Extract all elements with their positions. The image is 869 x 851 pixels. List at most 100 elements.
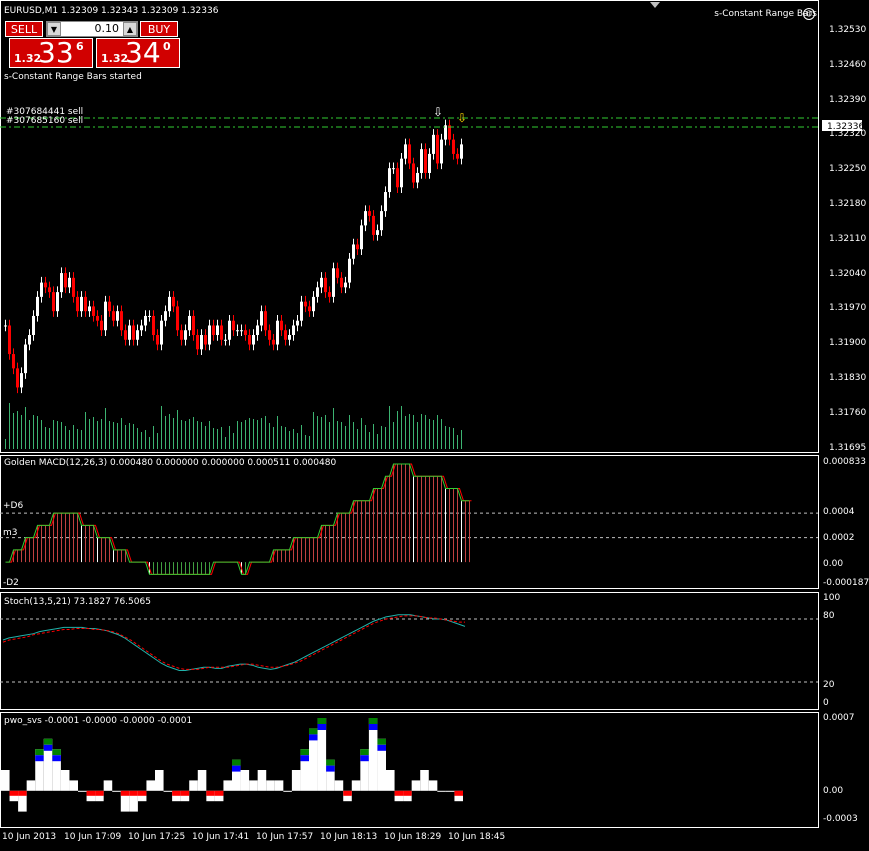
pwo-bar-neg [343, 790, 352, 796]
candle-body [244, 330, 247, 336]
candle-body [36, 296, 39, 316]
macd-title: Golden MACD(12,26,3) 0.000480 0.000000 0… [4, 458, 337, 468]
time-label: 10 Jun 17:41 [192, 832, 250, 842]
candle-body [12, 354, 15, 369]
lot-increase-icon[interactable]: ▲ [123, 22, 137, 36]
candle-body [44, 282, 47, 288]
pwo-bar [95, 790, 104, 802]
buy-button[interactable]: BUY [140, 21, 178, 37]
candle-body [236, 330, 239, 332]
pwo-bar-neg [137, 790, 147, 796]
volume-bars [5, 403, 462, 449]
price-axis-tick: 1.32250 [829, 164, 867, 175]
pwo-bar-neg [18, 790, 27, 796]
order-label-1[interactable]: #307684441 sell [6, 107, 84, 117]
pwo-bar-mid [360, 755, 369, 762]
candle-body [148, 315, 151, 317]
candle-body [364, 211, 367, 226]
candle-body [288, 335, 291, 340]
pwo-bar [274, 780, 284, 791]
candle-body [64, 273, 67, 288]
pwo-bar [317, 718, 327, 791]
price-axis-tick: 1.32320 [829, 129, 867, 140]
pwo-bar-top [309, 728, 318, 735]
pwo-bar [129, 790, 138, 812]
chart-shift-icon[interactable] [650, 2, 660, 8]
candle-body [400, 158, 403, 188]
stoch-title: Stoch(13,5,21) 73.1827 76.5065 [4, 597, 151, 607]
pwo-bar [163, 790, 173, 792]
candle-body [304, 301, 307, 307]
candle-body [116, 311, 119, 321]
candle-body [4, 325, 7, 327]
symbol-info: EURUSD,M1 1.32309 1.32343 1.32309 1.3233… [4, 6, 219, 16]
pwo-bar [112, 790, 121, 792]
pwo-bar [403, 790, 412, 802]
pwo-bar [334, 780, 344, 791]
price-axis-tick: 1.32390 [829, 94, 867, 105]
pwo-bar [283, 790, 292, 792]
time-label: 10 Jun 17:57 [256, 832, 314, 842]
candle-body [240, 330, 243, 332]
time-label: 10 Jun 17:25 [128, 832, 186, 842]
sell-signal-icon: ⇩ [457, 111, 467, 125]
candle-body [88, 306, 91, 312]
price-axis-tick: 1.31970 [829, 303, 867, 314]
time-label: 10 Jun 18:13 [320, 832, 378, 842]
candle-body [352, 244, 355, 259]
candle-body [404, 144, 407, 159]
pwo-bar [223, 780, 232, 791]
bid-prefix: 1.32 [14, 52, 42, 65]
candle-body [196, 335, 199, 350]
candle-body [436, 134, 439, 164]
pwo-bar-mid [52, 755, 61, 762]
candle-body [292, 325, 295, 336]
candle-body [268, 330, 271, 340]
candle-body [324, 277, 327, 293]
candle-body [372, 215, 375, 235]
pwo-bar-neg [95, 790, 104, 796]
candle-body [96, 315, 99, 321]
pwo-bar [180, 790, 190, 802]
pwo-bar [240, 770, 250, 791]
pwo-bar-neg [394, 790, 404, 796]
candle-body [20, 373, 23, 388]
candle-body [300, 301, 303, 321]
candle-body [112, 311, 115, 321]
candle-body [308, 306, 311, 312]
candle-body [420, 149, 423, 173]
candle-body [220, 325, 223, 340]
sell-button[interactable]: SELL [5, 21, 43, 37]
pwo-bar [343, 790, 352, 802]
pwo-bar [309, 728, 318, 791]
time-label: 10 Jun 18:45 [448, 832, 506, 842]
price-axis-tick: 1.32180 [829, 199, 867, 209]
ask-quote[interactable]: 1.32 34 0 [96, 36, 180, 69]
ask-big-figure: 34 [125, 36, 161, 69]
pwo-axis-tick: 0.00 [823, 786, 844, 796]
lot-size-value[interactable]: 0.10 [94, 22, 120, 35]
price-axis-tick: 1.32460 [829, 59, 867, 70]
candle-body [388, 168, 391, 193]
stoch-main-line [2, 614, 466, 671]
order-label-2[interactable]: #307685160 sell [6, 116, 84, 126]
candle-body [248, 335, 251, 345]
candle-body [440, 139, 443, 164]
pwo-bar [420, 770, 429, 791]
lot-size-field[interactable]: ▼ 0.10 ▲ [46, 21, 138, 37]
lot-decrease-icon[interactable]: ▼ [47, 22, 61, 36]
bid-quote[interactable]: 1.32 33 6 [9, 37, 93, 69]
stochastic-lines [0, 614, 818, 683]
pwo-bar-mid [35, 755, 44, 762]
candle-body [280, 320, 283, 331]
price-axis-tick: 1.32530 [829, 25, 867, 35]
price-axis-tick: 1.32110 [829, 233, 867, 244]
candle-body [24, 344, 27, 374]
pwo-bar [43, 738, 53, 791]
candle-body [180, 330, 183, 340]
pwo-bar [428, 780, 438, 791]
candle-body [52, 292, 55, 312]
pwo-bar [326, 759, 335, 791]
candle-body [136, 330, 139, 340]
